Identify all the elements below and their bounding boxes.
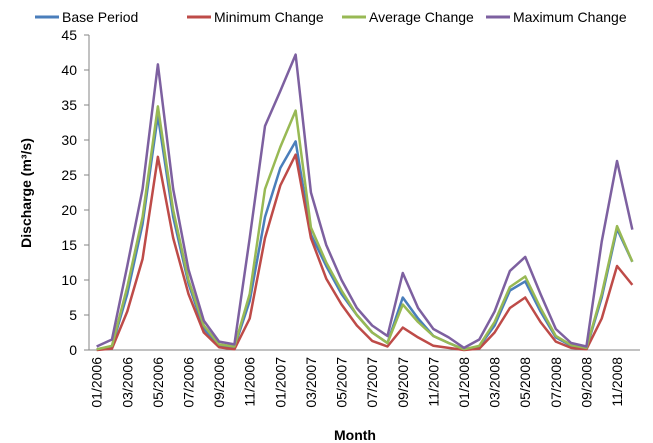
y-tick-label: 45	[61, 27, 77, 43]
x-tick-label: 05/2007	[334, 357, 350, 408]
x-axis-title: Month	[334, 427, 376, 443]
x-tick-label: 03/2006	[119, 357, 135, 408]
x-tick-label: 09/2007	[395, 357, 411, 408]
x-tick-label: 11/2008	[609, 357, 625, 407]
x-tick-label: 03/2007	[303, 357, 319, 408]
x-tick-label: 01/2006	[89, 357, 105, 408]
y-tick-label: 0	[69, 342, 77, 358]
x-tick-label: 07/2008	[548, 357, 564, 408]
legend-label: Average Change	[369, 9, 474, 25]
x-tick-label: 11/2006	[242, 357, 258, 407]
x-tick-label: 05/2008	[517, 357, 533, 408]
legend-label: Base Period	[62, 9, 138, 25]
y-axis-title: Discharge (m³/s)	[18, 138, 34, 248]
x-tick-label: 03/2008	[487, 357, 503, 408]
data-line	[96, 53, 634, 350]
y-tick-label: 40	[61, 62, 77, 78]
y-tick-label: 35	[61, 97, 77, 113]
legend-label: Minimum Change	[214, 9, 324, 25]
y-tick-label: 20	[61, 202, 77, 218]
y-tick-label: 15	[61, 237, 77, 253]
x-tick-label: 07/2007	[364, 357, 380, 408]
y-tick-label: 10	[61, 272, 77, 288]
x-tick-label: 07/2006	[180, 357, 196, 408]
x-tick-label: 09/2006	[211, 357, 227, 408]
x-tick-label: 11/2007	[425, 357, 441, 407]
y-tick-label: 5	[69, 307, 77, 323]
x-tick-label: 09/2008	[578, 357, 594, 408]
legend-label: Maximum Change	[513, 9, 627, 25]
x-tick-label: 01/2008	[456, 357, 472, 408]
y-tick-label: 30	[61, 132, 77, 148]
data-line	[96, 105, 634, 351]
y-tick-label: 25	[61, 167, 77, 183]
x-tick-label: 01/2007	[272, 357, 288, 408]
data-line	[96, 153, 634, 352]
x-tick-label: 05/2006	[150, 357, 166, 408]
